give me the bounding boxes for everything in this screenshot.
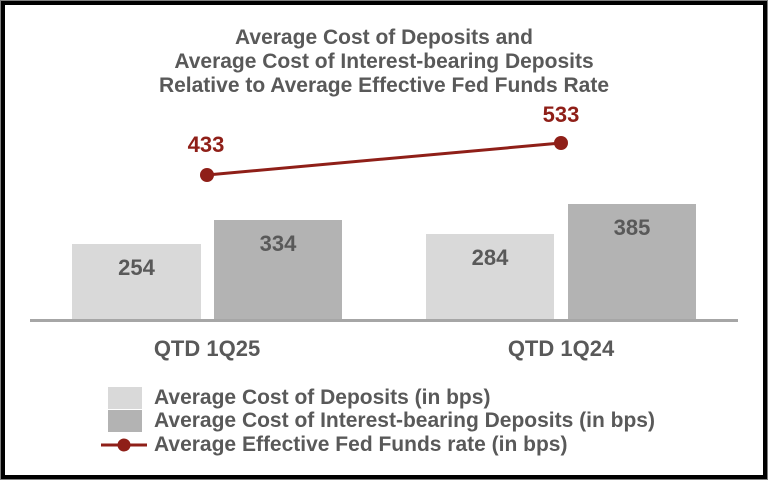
bar-cost-of-ib-deposits-1q25: 334 <box>214 220 342 321</box>
bar-cost-of-ib-deposits-1q24: 385 <box>568 204 696 321</box>
legend-swatch-cost-of-deposits <box>108 387 142 409</box>
chart-title-line-3: Relative to Average Effective Fed Funds … <box>158 74 610 97</box>
fed-funds-value-1q24: 533 <box>542 102 580 127</box>
fed-funds-point-1q24 <box>554 136 568 150</box>
bar-value-cost-of-ib-deposits-1q25: 334 <box>259 231 297 256</box>
bar-cost-of-deposits-1q25: 254 <box>72 244 201 321</box>
bar-value-cost-of-ib-deposits-1q24: 385 <box>613 215 651 240</box>
x-axis-line <box>30 319 738 322</box>
bar-cost-of-deposits-1q24: 284 <box>426 234 554 321</box>
legend-swatch-cost-of-ib-deposits <box>108 410 142 432</box>
legend-label-fed-funds-rate: Average Effective Fed Funds rate (in bps… <box>154 433 568 456</box>
bar-value-cost-of-deposits-1q25: 254 <box>118 255 155 280</box>
legend-label-cost-of-deposits: Average Cost of Deposits (in bps) <box>154 386 491 409</box>
bar-value-cost-of-deposits-1q24: 284 <box>471 245 509 270</box>
chart-title-line-1: Average Cost of Deposits and <box>235 26 533 49</box>
legend-line-marker-icon <box>101 438 147 452</box>
legend-label-cost-of-ib-deposits: Average Cost of Interest-bearing Deposit… <box>154 409 655 432</box>
legend-marker-dot <box>117 438 131 452</box>
chart-title: Average Cost of Deposits and Average Cos… <box>0 26 768 98</box>
x-axis-label-qtd-1q24: QTD 1Q24 <box>507 336 615 361</box>
x-axis-label-qtd-1q25: QTD 1Q25 <box>153 336 261 361</box>
fed-funds-point-1q25 <box>200 168 214 182</box>
fed-funds-value-1q25: 433 <box>187 132 225 157</box>
fed-funds-line-segment <box>206 141 562 177</box>
chart-title-line-2: Average Cost of Interest-bearing Deposit… <box>174 50 594 73</box>
